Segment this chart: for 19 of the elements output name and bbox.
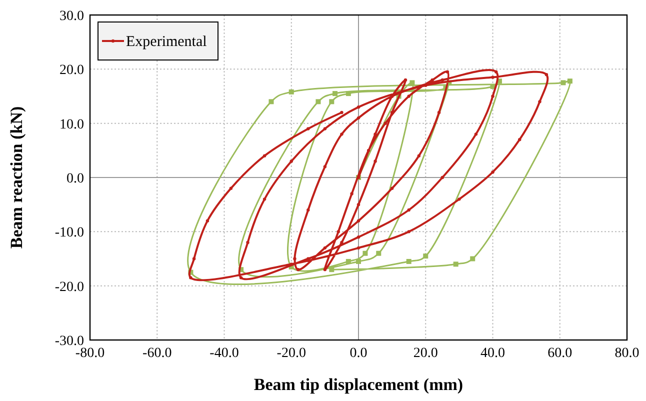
x-tick-label: 0.0 (350, 346, 368, 361)
y-tick-label: 10.0 (60, 117, 84, 132)
x-tick-label: -80.0 (75, 346, 105, 361)
x-axis-title: Beam tip displacement (mm) (254, 375, 464, 394)
y-tick-label: 0.0 (66, 172, 84, 186)
x-tick-label: 20.0 (413, 346, 438, 361)
x-tick-label: -20.0 (276, 346, 306, 361)
x-tick-label: -40.0 (210, 346, 239, 361)
legend-label: Experimental (126, 34, 207, 50)
x-tick-label: 80.0 (614, 346, 640, 361)
y-tick-label: -20.0 (54, 280, 84, 295)
y-tick-label: -10.0 (54, 226, 84, 241)
y-axis-title: Beam reaction (kN) (7, 106, 26, 249)
x-tick-label: 60.0 (548, 346, 572, 361)
y-tick-label: 20.0 (60, 63, 84, 78)
x-tick-label: -60.0 (142, 346, 172, 361)
x-tick-label: 40.0 (480, 346, 505, 361)
y-tick-label: -30.0 (54, 334, 84, 349)
y-tick-label: 30.0 (60, 9, 84, 24)
